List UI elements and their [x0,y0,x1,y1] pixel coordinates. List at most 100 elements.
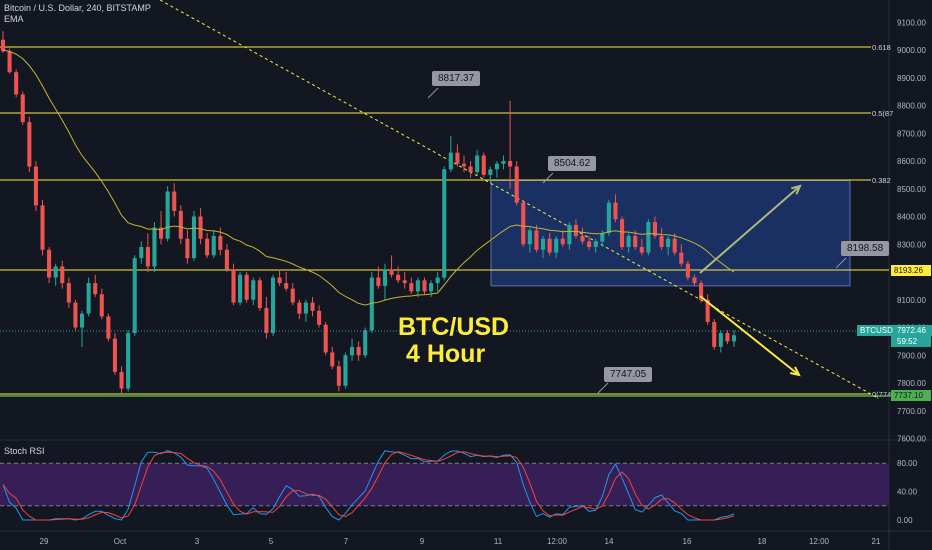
callout-high[interactable]: 8817.37 [432,71,481,86]
arrow-bullish-head [791,184,802,195]
callout-range-top[interactable]: 8504.62 [548,156,597,171]
arrow-bearish [699,295,800,376]
x-tick-label: 9 [420,537,425,546]
candle-body [494,163,499,170]
candle-body [540,238,546,250]
candle-body [705,299,710,322]
fib-label: 0.382 [872,176,891,185]
candle-body [718,333,723,347]
callout-stem [597,382,609,394]
candle-body [672,238,677,253]
candle-body [501,161,506,164]
candle-body [165,191,170,239]
candle-body [521,202,526,245]
candle-body [435,277,440,284]
price-tag-countdown: 59:52 [897,337,918,346]
annotation-symbol: BTC/USD [398,313,510,341]
x-tick-label: 7 [344,537,349,546]
candle-body [53,266,58,278]
candle-body [231,269,236,303]
candle-body [323,324,328,353]
candle-body [60,266,65,284]
candle-body [79,313,85,328]
x-tick-label: 12:00 [809,537,830,546]
candle-body [277,277,282,284]
candle-body [626,235,631,248]
candle-body [659,235,664,248]
candle-body [0,39,6,52]
candle-body [310,302,315,311]
candle-body [573,224,578,236]
x-tick-label: 21 [872,537,881,546]
candle-body [389,269,394,275]
callout-low[interactable]: 7747.05 [604,367,653,382]
candle-body [349,346,355,356]
x-tick-label: 16 [683,537,692,546]
candle-body [211,235,216,256]
candle-body [297,302,302,314]
candle-body [86,283,91,314]
candle-body [415,280,420,292]
candle-body [554,238,559,253]
y-tick-label: 9000.00 [897,46,926,55]
candle-body [639,247,644,253]
arrow-bullish [699,185,801,274]
x-tick-label: 18 [758,537,767,546]
candle-body [290,288,295,303]
y-tick-label: 8300.00 [897,240,926,249]
candle-body [139,247,144,259]
candle-body [330,352,335,367]
candle-body [106,316,111,339]
candle-body [633,235,638,248]
candle-body [119,371,124,389]
candle-body [363,330,368,356]
candle-body [33,166,38,206]
rsi-title: Stoch RSI [4,446,45,456]
chart-title: Bitcoin / U.S. Dollar, 240, BITSTAMP [4,3,151,13]
callout-stem [835,257,847,269]
y-tick-label: 7900.00 [897,351,926,360]
candle-body [218,235,223,250]
candle-body [481,155,486,175]
y-tick-label: 8100.00 [897,296,926,305]
candle-body [126,333,131,389]
candle-body [712,321,717,347]
candle-body [356,346,361,356]
callout-range-bottom[interactable]: 8198.58 [841,241,890,256]
candle-body [679,252,684,264]
candle-body [442,169,447,278]
y-tick-label: 7600.00 [897,435,926,444]
candle-body [93,283,98,295]
x-tick-label: 5 [269,537,274,546]
indicator-label: EMA [4,14,24,24]
price-tag-bg [891,336,931,347]
y-tick-label: 8800.00 [897,102,926,111]
y-tick-label: 7800.00 [897,379,926,388]
candle-body [422,280,427,292]
y-tick-label: 8900.00 [897,74,926,83]
rsi-d-line [2,451,735,521]
candle-body [257,280,262,309]
candle-body [448,152,453,170]
candle-body [455,152,460,164]
candle-body [303,302,308,314]
x-tick-label: 11 [494,537,503,546]
candle-body [66,283,71,303]
fib-label: 0.618 [872,43,891,52]
candle-body [336,366,341,386]
annotation-timeframe: 4 Hour [406,340,486,368]
candle-body [251,280,256,300]
candle-body [14,72,19,95]
candle-body [646,222,651,253]
candle-body [409,283,414,292]
candle-body [692,277,697,284]
y-tick-label: 8500.00 [897,185,926,194]
candle-body [224,249,229,270]
candle-body [600,233,605,242]
range-box [490,179,851,287]
candle-body [178,210,183,239]
candle-body [382,269,388,286]
candle-body [172,191,177,211]
candle-body [620,219,625,248]
